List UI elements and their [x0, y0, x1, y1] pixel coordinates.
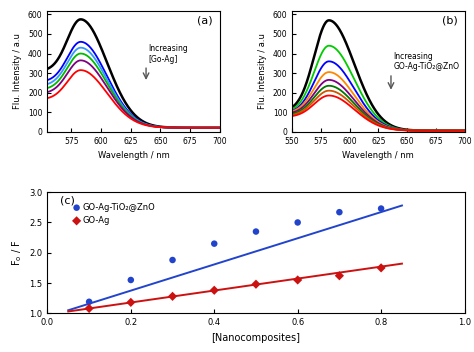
Legend: GO-Ag-TiO₂@ZnO, GO-Ag: GO-Ag-TiO₂@ZnO, GO-Ag — [73, 201, 157, 227]
GO-Ag — [169, 294, 176, 299]
Y-axis label: Flu. Intensity / a.u: Flu. Intensity / a.u — [258, 33, 267, 109]
GO-Ag — [377, 265, 385, 271]
Y-axis label: F$_\mathregular{o}$ / F: F$_\mathregular{o}$ / F — [10, 239, 24, 266]
GO-Ag — [336, 273, 343, 278]
GO-Ag-TiO₂@ZnO — [127, 277, 135, 283]
Text: (c): (c) — [60, 196, 75, 206]
Text: Increasing
[Go-Ag]: Increasing [Go-Ag] — [148, 44, 188, 64]
GO-Ag-TiO₂@ZnO — [377, 206, 385, 211]
GO-Ag-TiO₂@ZnO — [294, 220, 301, 225]
GO-Ag — [252, 281, 260, 287]
X-axis label: Wavelength / nm: Wavelength / nm — [98, 151, 170, 160]
Text: (a): (a) — [197, 15, 213, 25]
GO-Ag-TiO₂@ZnO — [252, 229, 260, 234]
GO-Ag — [294, 277, 301, 283]
GO-Ag-TiO₂@ZnO — [85, 299, 93, 304]
Y-axis label: Flu. Intensity / a.u: Flu. Intensity / a.u — [13, 33, 22, 109]
X-axis label: [Nanocomposites]: [Nanocomposites] — [211, 333, 301, 343]
Text: (b): (b) — [442, 15, 457, 25]
GO-Ag-TiO₂@ZnO — [336, 209, 343, 215]
GO-Ag — [127, 300, 135, 305]
GO-Ag — [85, 306, 93, 311]
GO-Ag-TiO₂@ZnO — [169, 257, 176, 263]
GO-Ag-TiO₂@ZnO — [210, 241, 218, 246]
GO-Ag — [210, 288, 218, 293]
Text: Increasing
GO-Ag-TiO₂@ZnO: Increasing GO-Ag-TiO₂@ZnO — [393, 52, 459, 71]
X-axis label: Wavelength / nm: Wavelength / nm — [342, 151, 414, 160]
